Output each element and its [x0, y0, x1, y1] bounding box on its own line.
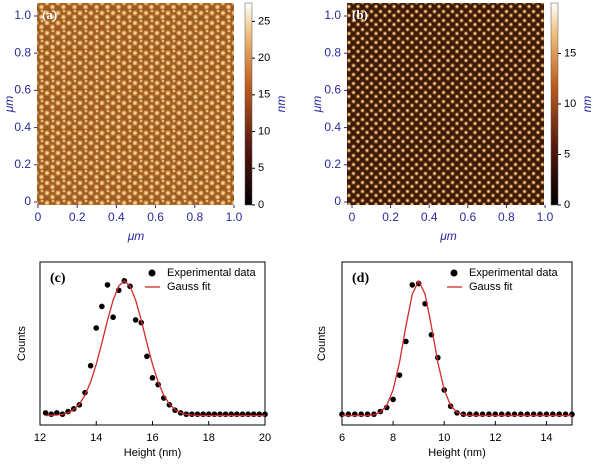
y-axis-label: μm: [310, 96, 324, 114]
colorbar-tick-label: 15: [564, 47, 576, 59]
colorbar-label: nm: [580, 96, 594, 113]
panel-label: (b): [352, 7, 368, 22]
y-tick-label: 1.0: [324, 8, 341, 22]
y-tick-label: 0.2: [324, 157, 341, 171]
x-tick-label: 12: [34, 432, 46, 444]
y-tick-label: 0.4: [324, 120, 341, 134]
data-point: [144, 353, 150, 360]
x-tick-label: 1.0: [226, 210, 243, 224]
y-tick-label: 0: [24, 194, 31, 208]
colorbar-tick-label: 5: [258, 162, 264, 174]
x-tick-label: 0.4: [108, 210, 125, 224]
data-point: [48, 411, 55, 418]
colorbar-tick-label: 25: [258, 15, 270, 27]
y-axis-label: μm: [2, 96, 16, 114]
y-tick-label: 0.6: [14, 83, 31, 97]
colorbar-tick-label: 5: [564, 148, 570, 160]
x-tick-label: 0.6: [147, 210, 164, 224]
data-point: [87, 362, 94, 369]
data-point: [93, 325, 100, 331]
legend-label: Gauss fit: [167, 281, 210, 293]
data-point: [396, 372, 403, 378]
x-axis-label: μm: [127, 229, 145, 243]
y-tick-label: 0.2: [14, 157, 31, 171]
colorbar-tick-label: 10: [258, 125, 270, 137]
x-tick-label: 14: [540, 432, 552, 444]
legend-label: Experimental data: [469, 267, 559, 279]
x-tick-label: 0.2: [382, 210, 399, 224]
afm-image: [347, 3, 544, 205]
y-axis-label: Counts: [16, 326, 28, 361]
x-tick-label: 0.8: [498, 210, 515, 224]
legend-label: Experimental data: [167, 267, 257, 279]
x-axis-label: μm: [439, 229, 457, 243]
colorbar-tick-label: 20: [258, 52, 270, 64]
x-tick-label: 12: [489, 432, 501, 444]
y-tick-label: 0: [334, 194, 341, 208]
x-tick-label: 0.8: [186, 210, 203, 224]
x-tick-label: 0: [35, 210, 42, 224]
x-tick-label: 0: [349, 210, 356, 224]
x-tick-label: 0.4: [421, 210, 438, 224]
fit-line: [45, 279, 265, 417]
legend-marker: [148, 269, 156, 277]
colorbar-tick-label: 10: [564, 98, 576, 110]
colorbar-tick-label: 15: [258, 89, 270, 101]
x-tick-label: 20: [259, 432, 271, 444]
data-point: [104, 282, 111, 288]
data-point: [110, 314, 116, 321]
data-point: [132, 317, 139, 323]
x-tick-label: 6: [339, 432, 345, 444]
legend-marker: [450, 269, 458, 277]
y-tick-label: 0.8: [324, 45, 341, 59]
y-axis-label: Counts: [316, 326, 328, 361]
colorbar: [550, 2, 559, 206]
x-tick-label: 18: [203, 432, 215, 444]
x-tick-label: 10: [438, 432, 450, 444]
colorbar-tick-label: 0: [258, 199, 264, 211]
x-tick-label: 14: [90, 432, 102, 444]
data-point: [390, 396, 396, 403]
y-tick-label: 1.0: [14, 8, 31, 22]
x-tick-label: 1.0: [537, 210, 554, 224]
legend-label: Gauss fit: [469, 281, 512, 293]
y-tick-label: 0.6: [324, 83, 341, 97]
x-axis-label: Height (nm): [124, 447, 181, 459]
x-tick-label: 0.6: [459, 210, 476, 224]
colorbar: [244, 2, 253, 206]
plot-frame: [341, 261, 573, 426]
data-point: [466, 411, 473, 418]
data-point: [409, 282, 416, 288]
panel-label: (d): [352, 271, 369, 286]
x-axis-label: Height (nm): [428, 447, 485, 459]
data-point: [99, 303, 105, 310]
panel-label: (c): [50, 271, 66, 286]
colorbar-label: nm: [274, 96, 288, 113]
data-point: [42, 410, 49, 416]
data-point: [194, 411, 201, 418]
x-tick-label: 8: [390, 432, 396, 444]
data-point: [149, 375, 156, 381]
fit-line: [342, 279, 572, 417]
y-tick-label: 0.4: [14, 120, 31, 134]
x-tick-label: 16: [146, 432, 158, 444]
afm-image: [37, 3, 234, 205]
data-point: [403, 338, 409, 345]
colorbar-tick-label: 0: [564, 199, 570, 211]
panel-label: (a): [42, 7, 57, 22]
x-tick-label: 0.2: [69, 210, 86, 224]
data-point: [364, 411, 371, 418]
y-tick-label: 0.8: [14, 45, 31, 59]
